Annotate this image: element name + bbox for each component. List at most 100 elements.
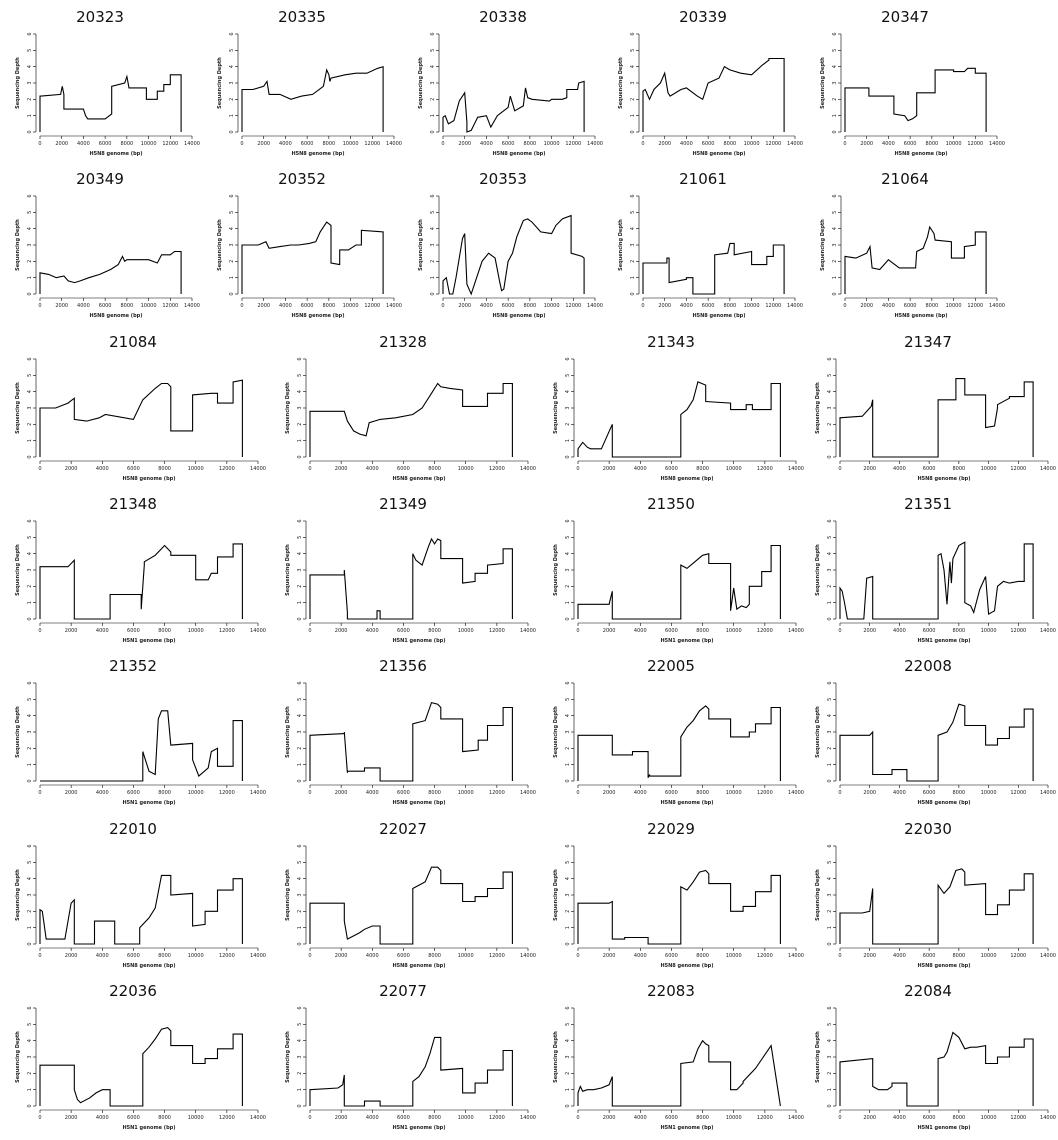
chart-plot: 0 1 2 3 4 5 6 0 2000 4000 6000 8000 10000 12000 14000 H… (618, 194, 803, 319)
chart-plot: 0 1 2 3 4 5 6 0 2000 4000 6000 8000 10000 12000 14000 H… (815, 1006, 1056, 1131)
x-tick-label: 12000 (757, 953, 773, 959)
x-tick-label: 2000 (458, 303, 471, 309)
y-axis-label: Sequencing Depth (15, 1031, 21, 1083)
x-tick-label: 8000 (428, 953, 441, 959)
y-tick-label: 0 (832, 130, 838, 133)
y-tick-label: 2 (827, 910, 833, 913)
x-tick-label: 8000 (158, 790, 171, 796)
y-tick-label: 3 (27, 406, 33, 409)
y-tick-label: 2 (832, 98, 838, 101)
x-tick-label: 10000 (981, 953, 997, 959)
y-tick-label: 4 (430, 227, 436, 230)
x-tick-label: 14000 (587, 303, 603, 309)
x-tick-label: 10000 (343, 303, 359, 309)
depth-chart-22005: 22005 0 1 2 3 4 5 6 0 2000 4000 6000 8000 10000 12000 1… (538, 657, 804, 815)
y-axis-label: Sequencing Depth (553, 544, 559, 596)
y-tick-label: 1 (27, 114, 33, 117)
depth-chart-21084: 21084 0 1 2 3 4 5 6 0 2000 4000 6000 8000 10000 12000 1… (0, 333, 266, 491)
y-tick-label: 1 (229, 276, 235, 279)
chart-title: 21348 (109, 495, 157, 513)
depth-series-line (442, 80, 585, 133)
y-tick-label: 6 (827, 681, 833, 684)
x-tick-label: 8000 (428, 790, 441, 796)
y-tick-label: 5 (27, 698, 33, 701)
x-tick-label: 4000 (77, 141, 90, 147)
x-tick-label: 0 (843, 303, 846, 309)
x-tick-label: 2000 (335, 466, 348, 472)
y-tick-label: 4 (565, 1039, 571, 1042)
chart-plot: 0 1 2 3 4 5 6 0 2000 4000 6000 8000 10000 12000 14000 H… (285, 519, 536, 644)
x-tick-label: 2000 (55, 303, 68, 309)
y-tick-label: 4 (827, 390, 833, 393)
y-tick-label: 0 (827, 1104, 833, 1107)
y-tick-label: 4 (27, 390, 33, 393)
x-tick-label: 14000 (184, 303, 200, 309)
x-axis-label: H5N1 genome (bp) (917, 1125, 970, 1131)
chart-title: 21350 (647, 495, 695, 513)
x-axis-label: H5N8 genome (bp) (917, 476, 970, 482)
y-tick-label: 5 (27, 861, 33, 864)
y-tick-label: 3 (297, 406, 303, 409)
y-tick-label: 6 (27, 1006, 33, 1009)
y-axis-label: Sequencing Depth (15, 706, 21, 758)
y-tick-label: 4 (27, 714, 33, 717)
y-tick-label: 3 (297, 730, 303, 733)
chart-plot: 0 1 2 3 4 5 6 0 2000 4000 6000 8000 10000 12000 14000 H… (15, 357, 266, 482)
y-tick-label: 3 (832, 243, 838, 246)
y-tick-label: 4 (27, 1039, 33, 1042)
depth-series-line (309, 866, 513, 945)
x-tick-label: 10000 (188, 466, 204, 472)
y-axis-label: Sequencing Depth (618, 219, 624, 271)
y-axis-label: Sequencing Depth (285, 1031, 291, 1083)
x-tick-label: 6000 (127, 1115, 140, 1121)
depth-chart-22036: 22036 0 1 2 3 4 5 6 0 2000 4000 6000 8000 10000 12000 1… (0, 982, 266, 1140)
chart-plot: 0 1 2 3 4 5 6 0 2000 4000 6000 8000 10000 12000 14000 H… (15, 519, 266, 644)
x-tick-label: 6000 (99, 303, 112, 309)
x-tick-label: 0 (576, 1115, 579, 1121)
y-tick-label: 4 (27, 877, 33, 880)
x-tick-label: 10000 (981, 790, 997, 796)
y-tick-label: 6 (297, 519, 303, 522)
x-tick-label: 10000 (726, 466, 742, 472)
x-tick-label: 12000 (565, 141, 581, 147)
y-tick-label: 0 (27, 455, 33, 458)
x-tick-label: 0 (576, 790, 579, 796)
y-tick-label: 6 (832, 194, 838, 197)
x-tick-label: 4000 (882, 303, 895, 309)
x-tick-label: 12000 (162, 141, 178, 147)
y-tick-label: 1 (827, 1088, 833, 1091)
y-tick-label: 6 (297, 844, 303, 847)
x-tick-label: 10000 (726, 1115, 742, 1121)
y-tick-label: 2 (630, 98, 636, 101)
y-tick-label: 5 (832, 211, 838, 214)
y-tick-label: 5 (27, 49, 33, 52)
x-tick-label: 10000 (188, 1115, 204, 1121)
chart-plot: 0 1 2 3 4 5 6 0 2000 4000 6000 8000 10000 12000 14000 H… (15, 1006, 266, 1131)
chart-plot: 0 1 2 3 4 5 6 0 2000 4000 6000 8000 10000 12000 14000 H… (553, 681, 804, 806)
y-tick-label: 3 (827, 730, 833, 733)
x-tick-label: 14000 (788, 953, 804, 959)
y-tick-label: 0 (297, 1104, 303, 1107)
y-axis-label: Sequencing Depth (15, 57, 21, 109)
y-tick-label: 4 (27, 227, 33, 230)
x-axis-label: H5N8 genome (bp) (917, 800, 970, 806)
x-tick-label: 0 (38, 466, 41, 472)
y-tick-label: 4 (565, 552, 571, 555)
y-tick-label: 0 (297, 617, 303, 620)
y-tick-label: 3 (27, 568, 33, 571)
chart-plot: 0 1 2 3 4 5 6 0 2000 4000 6000 8000 10000 12000 14000 H… (815, 681, 1056, 806)
y-tick-label: 0 (565, 779, 571, 782)
chart-plot: 0 1 2 3 4 5 6 0 2000 4000 6000 8000 10000 12000 14000 H… (217, 32, 402, 157)
chart-title: 21351 (904, 495, 952, 513)
chart-plot: 0 1 2 3 4 5 6 0 2000 4000 6000 8000 10000 12000 14000 H… (15, 681, 266, 806)
y-tick-label: 2 (565, 747, 571, 750)
y-tick-label: 2 (297, 1072, 303, 1075)
y-tick-label: 5 (297, 861, 303, 864)
y-tick-label: 4 (27, 65, 33, 68)
y-tick-label: 1 (297, 926, 303, 929)
x-tick-label: 0 (38, 1115, 41, 1121)
y-tick-label: 6 (565, 844, 571, 847)
y-axis-label: Sequencing Depth (618, 57, 624, 109)
y-axis-label: Sequencing Depth (217, 219, 223, 271)
x-tick-label: 14000 (788, 628, 804, 634)
